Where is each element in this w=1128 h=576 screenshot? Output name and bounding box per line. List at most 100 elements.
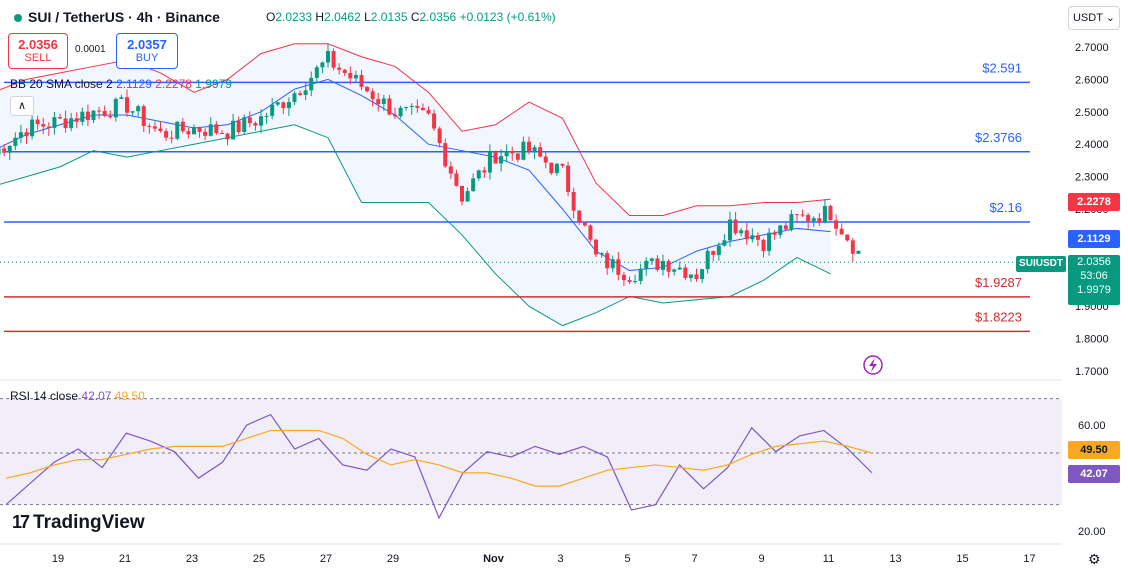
sell-button[interactable]: 2.0356 SELL	[8, 33, 68, 69]
candle-body	[46, 126, 51, 128]
candle-body	[605, 253, 610, 269]
bb-legend[interactable]: BB 20 SMA close 2 2.1129 2.2278 1.9979	[10, 77, 232, 91]
candle-body	[264, 115, 269, 117]
candle-body	[108, 115, 113, 118]
candle-body	[0, 148, 1, 155]
candle-body	[750, 235, 755, 240]
rsi-tag: 42.07	[1068, 465, 1120, 483]
tradingview-logo[interactable]: 17 TradingView	[12, 512, 145, 534]
candle-body	[292, 93, 297, 103]
rsi-axis-label: 60.00	[1078, 420, 1106, 432]
candle-body	[471, 178, 476, 192]
candle-body	[63, 118, 68, 129]
ohlc-close: 2.0356	[419, 10, 457, 24]
rsi-label: RSI 14 close	[10, 389, 79, 403]
candle-body	[627, 280, 632, 282]
level-label: $1.8223	[975, 309, 1022, 324]
candle-body	[30, 119, 35, 137]
candle-body	[214, 124, 219, 134]
candle-body	[119, 97, 124, 99]
settings-gear-icon[interactable]: ⚙	[1088, 551, 1101, 567]
candle-body	[716, 245, 721, 255]
ohlc-readout: O2.0233 H2.0462 L2.0135 C2.0356 +0.0123 …	[266, 10, 556, 24]
buy-price: 2.0357	[127, 37, 167, 52]
buy-label: BUY	[135, 52, 159, 64]
candle-body	[97, 110, 102, 112]
time-axis-label: 21	[119, 553, 131, 565]
candle-body	[320, 62, 325, 68]
candle-body	[259, 116, 263, 126]
candle-body	[314, 67, 319, 78]
candle-body	[270, 104, 275, 116]
candle-body	[845, 234, 850, 241]
candle-body	[348, 73, 353, 79]
rsi-legend[interactable]: RSI 14 close 42.07 49.50	[10, 389, 145, 403]
symbol-tag: SUIUSDT	[1016, 256, 1066, 272]
candle-body	[761, 239, 766, 251]
candle-body	[616, 259, 621, 275]
candle-body	[136, 106, 141, 112]
candle-body	[778, 225, 783, 235]
candle-body	[381, 98, 386, 104]
rsi-axis-label: 20.00	[1078, 526, 1106, 538]
candle-body	[58, 117, 62, 119]
candle-body	[365, 86, 370, 92]
chevron-down-icon: ⌄	[1105, 12, 1116, 24]
time-axis-label: 13	[889, 553, 901, 565]
candle-body	[236, 120, 241, 133]
candle-body	[2, 148, 7, 153]
candle-body	[113, 98, 118, 118]
candle-body	[203, 131, 208, 136]
price-axis-label: 2.6000	[1075, 74, 1109, 86]
candle-body	[549, 162, 554, 174]
ohlc-open: 2.0233	[275, 10, 313, 24]
candle-body	[398, 107, 403, 117]
candle-body	[482, 170, 487, 173]
sell-label: SELL	[24, 52, 52, 64]
price-axis-label: 2.3000	[1075, 172, 1109, 184]
candle-body	[35, 119, 40, 125]
candle-body	[499, 156, 504, 164]
candle-body	[610, 259, 615, 269]
buy-button[interactable]: 2.0357 BUY	[116, 33, 178, 69]
candle-body	[633, 280, 638, 282]
candle-body	[649, 258, 654, 261]
candle-body	[510, 151, 515, 154]
collapse-legend-button[interactable]: ∧	[10, 96, 34, 116]
ohlc-open-key: O	[266, 10, 276, 24]
candle-body	[370, 91, 375, 100]
time-axis-label: 5	[624, 553, 630, 565]
symbol-title[interactable]: SUI / TetherUS · 4h · Binance	[8, 9, 220, 25]
ohlc-high: 2.0462	[324, 10, 361, 24]
last-price-tag: 2.0356 53:06 1.9979	[1068, 255, 1120, 305]
candle-body	[694, 274, 699, 280]
candle-body	[169, 137, 174, 139]
currency-label: USDT	[1072, 12, 1103, 24]
candle-body	[560, 163, 565, 166]
candle-body	[744, 230, 749, 240]
candle-body	[767, 232, 772, 251]
bb-label: BB 20 SMA close 2	[10, 77, 113, 91]
candle-body	[806, 214, 811, 222]
candle-body	[393, 114, 397, 117]
chevron-up-icon: ∧	[17, 100, 27, 112]
candle-body	[454, 173, 459, 186]
candle-body	[532, 147, 537, 152]
rsi-band-fill	[0, 398, 1062, 505]
time-axis-label: 25	[253, 553, 265, 565]
candle-body	[493, 152, 498, 164]
candle-body	[242, 117, 247, 133]
candle-body	[661, 260, 665, 270]
candle-body	[69, 118, 74, 129]
currency-selector[interactable]: USDT ⌄	[1068, 6, 1120, 30]
level-label: $2.3766	[975, 130, 1022, 145]
candle-body	[783, 225, 788, 230]
bb-basis-value: 2.1129	[116, 77, 152, 91]
candle-body	[141, 106, 146, 126]
bb-band-fill	[0, 43, 831, 326]
bb-lower-line	[0, 124, 831, 327]
price-axis-label: 2.4000	[1075, 139, 1109, 151]
candle-body	[147, 125, 152, 127]
time-axis-label: Nov	[483, 553, 505, 565]
